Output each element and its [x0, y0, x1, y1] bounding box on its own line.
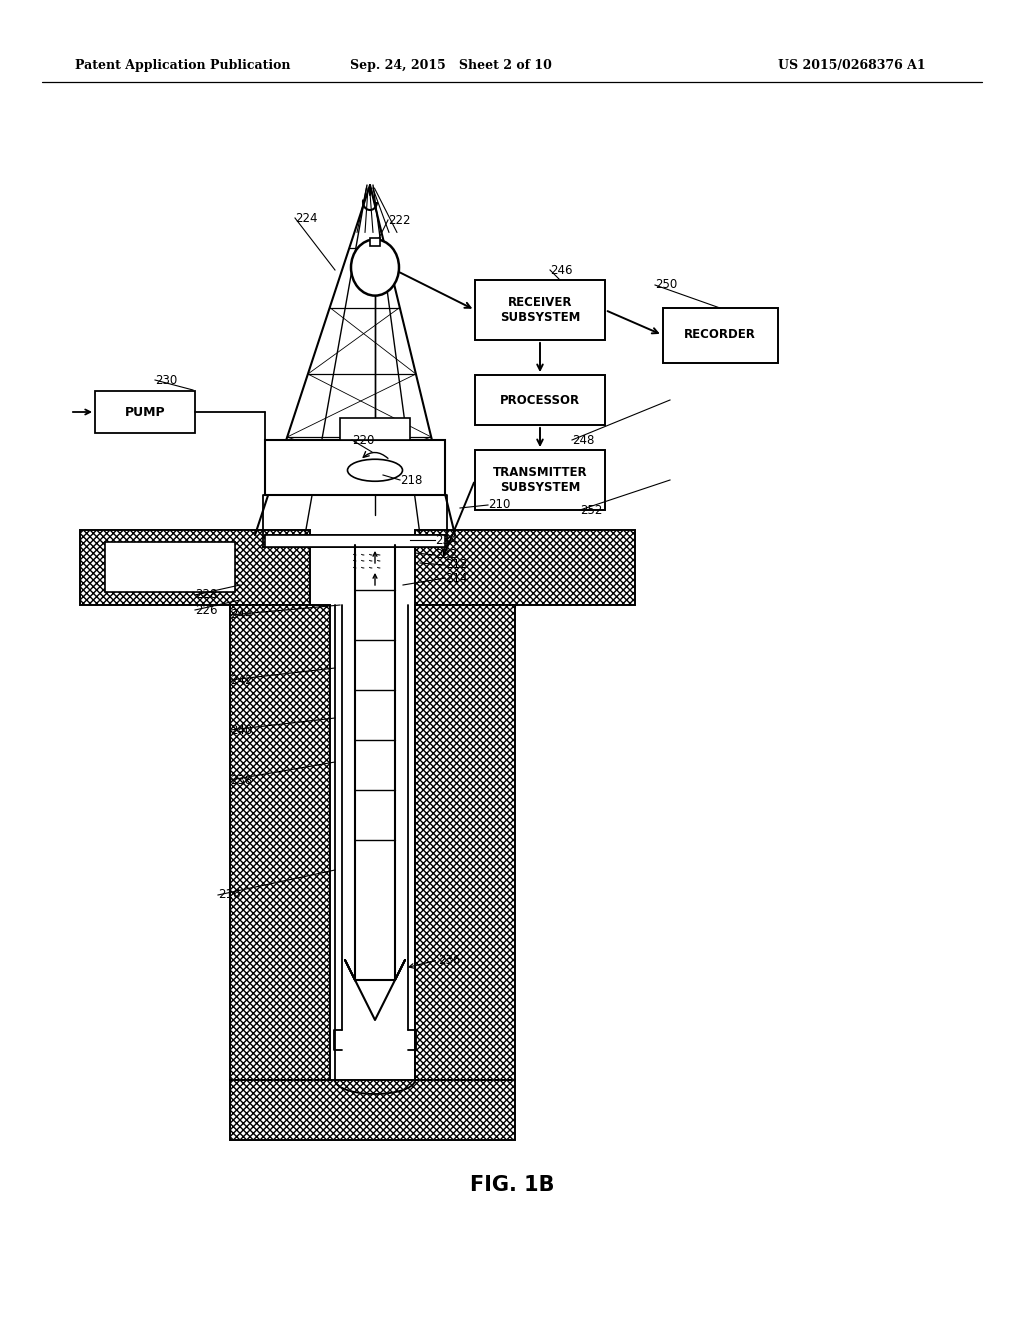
Bar	[415, 605, 515, 1080]
Bar	[370, 238, 380, 246]
Text: 234: 234	[435, 533, 458, 546]
Bar	[340, 418, 410, 440]
Text: 220: 220	[352, 433, 375, 446]
Bar	[265, 440, 445, 495]
Text: 226: 226	[195, 603, 217, 616]
Bar	[105, 543, 234, 591]
Text: 252: 252	[580, 503, 602, 516]
Text: 238: 238	[230, 774, 252, 787]
Bar	[475, 280, 605, 341]
Bar	[230, 605, 330, 1080]
Ellipse shape	[347, 459, 402, 482]
Text: 248: 248	[572, 433, 594, 446]
Text: 212: 212	[445, 558, 468, 572]
Text: TRANSMITTER
SUBSYSTEM: TRANSMITTER SUBSYSTEM	[493, 466, 588, 494]
Bar	[355, 605, 395, 979]
Text: Patent Application Publication: Patent Application Publication	[75, 58, 291, 71]
Text: US 2015/0268376 A1: US 2015/0268376 A1	[778, 58, 926, 71]
Text: 222: 222	[388, 214, 411, 227]
Text: 230: 230	[155, 374, 177, 387]
Text: RECORDER: RECORDER	[684, 329, 756, 342]
Text: 242: 242	[230, 673, 253, 686]
Bar	[95, 391, 195, 433]
Text: 228: 228	[195, 589, 217, 602]
Text: Sep. 24, 2015   Sheet 2 of 10: Sep. 24, 2015 Sheet 2 of 10	[349, 58, 552, 71]
Bar	[230, 1080, 515, 1140]
Text: 210: 210	[488, 499, 510, 511]
Ellipse shape	[351, 239, 399, 296]
Text: FIG. 1B: FIG. 1B	[470, 1175, 554, 1195]
Text: 214: 214	[445, 572, 468, 585]
Text: 218: 218	[400, 474, 422, 487]
Text: 224: 224	[295, 211, 317, 224]
Bar	[265, 535, 445, 546]
Bar	[80, 531, 310, 605]
Bar	[475, 375, 605, 425]
Text: 246: 246	[550, 264, 572, 276]
Text: 232: 232	[435, 549, 458, 561]
Polygon shape	[345, 960, 406, 1020]
Bar	[475, 450, 605, 510]
Text: PROCESSOR: PROCESSOR	[500, 393, 580, 407]
Text: 236: 236	[438, 953, 461, 966]
Text: 240: 240	[230, 723, 252, 737]
Text: 244: 244	[230, 609, 253, 622]
Bar	[415, 531, 635, 605]
Bar	[663, 308, 777, 363]
Text: 250: 250	[655, 279, 677, 292]
Text: 216: 216	[218, 888, 241, 902]
Text: RECEIVER
SUBSYSTEM: RECEIVER SUBSYSTEM	[500, 296, 581, 323]
Text: PUMP: PUMP	[125, 405, 165, 418]
